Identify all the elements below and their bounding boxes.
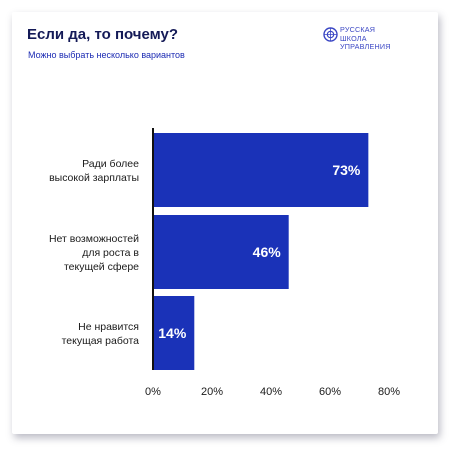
bar-value-label-1: 46% [253, 244, 282, 260]
bar-value-label-2: 14% [158, 325, 187, 341]
x-tick-label-4: 80% [378, 386, 400, 398]
bar-2 [153, 296, 195, 370]
category-label-1-2: текущей сфере [64, 261, 139, 273]
x-tick-label-3: 60% [319, 386, 341, 398]
x-tick-label-2: 40% [260, 386, 282, 398]
category-label-2-1: текущая работа [62, 335, 140, 347]
bar-0 [153, 133, 369, 207]
bar-1 [153, 215, 289, 289]
category-label-2-0: Не нравится [78, 321, 139, 333]
category-label-0-1: высокой зарплаты [49, 172, 139, 184]
chart-subtitle: Можно выбрать несколько вариантов [28, 50, 185, 60]
x-tick-label-0: 0% [145, 386, 161, 398]
chart-title: Если да, то почему? [27, 26, 179, 43]
category-label-1-1: для роста в [82, 247, 139, 259]
logo-text: РУССКАЯ ШКОЛА УПРАВЛЕНИЯ [340, 25, 391, 52]
logo-emblem-icon [323, 27, 338, 42]
x-tick-label-1: 20% [201, 386, 223, 398]
bar-value-label-0: 73% [332, 162, 361, 178]
school-logo: РУССКАЯ ШКОЛА УПРАВЛЕНИЯ [323, 25, 418, 65]
logo-line-3: УПРАВЛЕНИЯ [340, 42, 391, 52]
category-label-1-0: Нет возможностей [49, 233, 139, 245]
logo-line-2: ШКОЛА [340, 33, 367, 43]
logo-line-1: РУССКАЯ [340, 25, 376, 34]
category-label-0-0: Ради более [82, 158, 139, 170]
